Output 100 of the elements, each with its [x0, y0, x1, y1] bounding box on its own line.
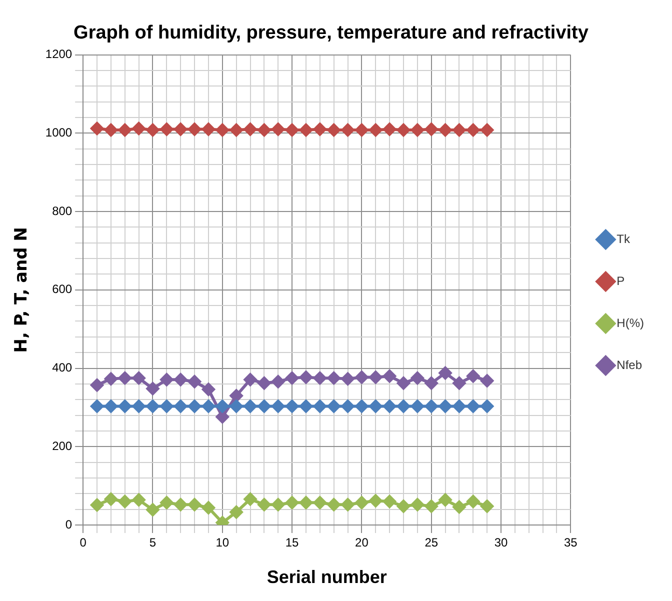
point [286, 400, 299, 413]
point [438, 124, 452, 137]
point [410, 372, 424, 385]
x-tick-label: 0 [80, 536, 87, 550]
point [424, 400, 438, 413]
point [424, 376, 438, 390]
x-tick-label: 10 [216, 536, 230, 550]
point [160, 496, 174, 510]
point [355, 400, 368, 413]
point [258, 400, 271, 413]
point [146, 503, 160, 516]
point [174, 498, 188, 512]
point [299, 400, 312, 413]
point [355, 124, 368, 137]
point [438, 400, 452, 413]
point [452, 400, 466, 413]
point [286, 496, 299, 510]
point [313, 122, 326, 136]
legend-label: Nfeb [616, 358, 642, 372]
y-tick-label: 800 [52, 204, 72, 218]
point [452, 376, 466, 390]
point [174, 400, 188, 413]
point [188, 498, 202, 512]
point [216, 124, 229, 137]
x-tick-label: 25 [424, 536, 438, 550]
point [286, 372, 299, 385]
point [452, 124, 466, 137]
x-tick-label: 35 [564, 536, 578, 550]
point [188, 375, 202, 388]
point [188, 122, 202, 136]
point [313, 496, 326, 510]
point [341, 124, 354, 137]
point [146, 400, 160, 413]
chart-title: Graph of humidity, pressure, temperature and refractivity [74, 22, 589, 44]
point [202, 382, 215, 396]
point [90, 400, 104, 413]
point [355, 496, 368, 510]
point [188, 400, 202, 413]
point [466, 494, 480, 508]
point [424, 122, 438, 136]
point [118, 372, 132, 385]
point [160, 373, 174, 386]
point [327, 372, 340, 385]
y-tick-label: 200 [52, 438, 72, 453]
legend-label: P [616, 274, 625, 288]
point [410, 124, 424, 137]
point [299, 496, 312, 510]
x-tick-label: 5 [149, 536, 156, 550]
point [244, 373, 257, 386]
x-tick-label: 20 [355, 536, 369, 550]
x-tick-label: 15 [285, 536, 300, 550]
point [258, 376, 271, 390]
point [480, 500, 494, 513]
point [327, 124, 340, 137]
point [202, 122, 215, 136]
point [452, 500, 466, 514]
point [397, 376, 410, 390]
point [132, 400, 146, 413]
point [202, 501, 215, 514]
point [90, 498, 104, 512]
point [466, 370, 480, 383]
point [438, 493, 452, 506]
point [299, 124, 312, 137]
point [327, 400, 340, 413]
point [369, 494, 382, 508]
y-axis-title: H, P, T, and N [12, 227, 32, 353]
point [244, 400, 257, 413]
x-axis-title: Serial number [266, 567, 387, 588]
point [174, 122, 188, 136]
point [369, 124, 382, 137]
point [216, 410, 229, 424]
point [397, 400, 410, 413]
point [383, 494, 396, 508]
point [397, 124, 410, 137]
point [90, 378, 104, 392]
point [202, 400, 215, 413]
point [132, 122, 146, 135]
legend-label: Tk [616, 232, 631, 246]
point [132, 372, 146, 385]
point [480, 124, 494, 137]
point [258, 124, 271, 137]
point [118, 124, 132, 137]
point [313, 400, 326, 413]
point [369, 400, 382, 413]
point [244, 122, 257, 136]
point [410, 498, 424, 512]
point [286, 124, 299, 137]
point [258, 498, 271, 512]
point [160, 122, 174, 136]
y-tick-label: 1000 [45, 125, 72, 140]
point [216, 400, 229, 413]
point [230, 124, 243, 137]
point [132, 493, 146, 506]
point [424, 500, 438, 513]
point [341, 372, 354, 386]
point [230, 506, 243, 519]
point [90, 122, 104, 135]
point [438, 366, 452, 380]
point [466, 124, 480, 137]
y-tick-label: 600 [52, 282, 72, 296]
